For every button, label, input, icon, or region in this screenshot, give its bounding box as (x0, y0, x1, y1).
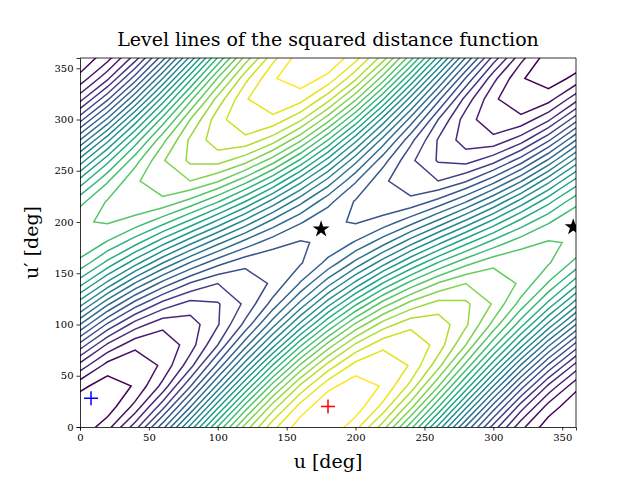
x-axis-title: u [deg] (294, 450, 363, 472)
contour-line (80, 58, 576, 427)
x-tick: 50 (143, 427, 156, 443)
x-tick-label: 50 (143, 432, 156, 443)
y-tick-label: 150 (54, 268, 73, 279)
contour-line (80, 58, 576, 427)
y-tick: 250 (54, 165, 80, 176)
y-tick-mark (77, 376, 81, 377)
y-axis-title: u′ [deg] (20, 206, 42, 279)
plus-marker (84, 391, 98, 405)
frame-right (576, 58, 577, 427)
x-tick-mark (493, 427, 494, 431)
x-tick-mark (562, 427, 563, 431)
x-tick: 350 (553, 427, 572, 443)
x-tick-label: 0 (77, 432, 83, 443)
y-tick: 200 (54, 217, 80, 228)
x-axis: 0 50 100 150 200 250 300 350 (77, 427, 576, 443)
y-tick: 350 (54, 63, 80, 74)
chart-svg: 0 50 100 150 200 250 300 350 0 50 100 150 200 250 300 3… (0, 0, 640, 480)
x-tick-label: 350 (553, 432, 572, 443)
y-axis: 0 50 100 150 200 250 300 350 (54, 59, 80, 433)
y-tick-label: 350 (54, 63, 73, 74)
x-tick-label: 300 (484, 432, 503, 443)
y-tick-mark (77, 273, 81, 274)
y-tick-label: 300 (54, 114, 73, 125)
x-tick-mark (287, 427, 288, 431)
star-marker (313, 220, 330, 236)
x-tick-label: 150 (278, 432, 297, 443)
x-axis-line (81, 428, 577, 431)
y-tick-mark (77, 120, 81, 121)
contour-line (94, 58, 562, 427)
x-tick-label: 100 (209, 432, 228, 443)
y-tick-mark (77, 171, 81, 172)
y-tick: 150 (54, 268, 80, 279)
contour-line (140, 58, 516, 427)
contour-line (80, 58, 576, 427)
contour-line (80, 58, 576, 427)
y-tick: 50 (61, 370, 80, 381)
contour-line (80, 58, 576, 427)
x-tick-mark (424, 427, 425, 431)
contour-line (80, 58, 576, 427)
contour-line (80, 58, 576, 427)
contour-line (80, 58, 576, 427)
y-tick-mark (77, 427, 81, 428)
y-axis-line (77, 59, 81, 428)
plot-area (80, 58, 576, 427)
x-tick-mark (356, 427, 357, 431)
x-tick: 0 (77, 427, 83, 443)
y-tick-mark (77, 325, 81, 326)
contour-line (206, 58, 450, 427)
y-tick-label: 0 (67, 422, 73, 433)
contour-line (80, 58, 576, 427)
y-tick: 100 (54, 319, 80, 330)
y-tick-mark (77, 68, 81, 69)
x-tick: 100 (209, 427, 228, 443)
contour-line (80, 58, 576, 427)
contour-line (80, 58, 576, 427)
x-tick-mark (218, 427, 219, 431)
contour-line (80, 58, 576, 427)
x-tick-label: 250 (415, 432, 434, 443)
y-tick-label: 50 (61, 370, 74, 381)
contour-line (80, 58, 576, 427)
y-tick-label: 100 (54, 319, 73, 330)
contour-line (248, 58, 408, 427)
contour-line (80, 58, 576, 427)
contour-line (186, 58, 470, 427)
star-marker (565, 218, 576, 234)
x-tick-label: 200 (347, 432, 366, 443)
contour-line (277, 58, 379, 427)
y-tick-label: 200 (54, 217, 73, 228)
chart-container: 0 50 100 150 200 250 300 350 0 50 100 150 200 250 300 3… (0, 0, 640, 480)
x-tick-mark (149, 427, 150, 431)
x-tick: 300 (484, 427, 503, 443)
chart-title: Level lines of the squared distance func… (117, 28, 539, 50)
x-tick: 200 (347, 427, 366, 443)
contour-line (80, 58, 576, 427)
y-tick: 300 (54, 114, 80, 125)
x-tick: 150 (278, 427, 297, 443)
contour-line (80, 58, 576, 427)
frame-top (80, 58, 576, 59)
contour-line (80, 58, 576, 427)
contour-line (80, 58, 576, 427)
y-tick: 0 (67, 422, 80, 433)
plus-marker (321, 400, 335, 414)
contour-line (165, 58, 491, 427)
y-tick-mark (77, 222, 81, 223)
y-tick-label: 250 (54, 165, 73, 176)
x-tick: 250 (415, 427, 434, 443)
contour-line (80, 58, 576, 427)
contour-line (226, 58, 429, 427)
